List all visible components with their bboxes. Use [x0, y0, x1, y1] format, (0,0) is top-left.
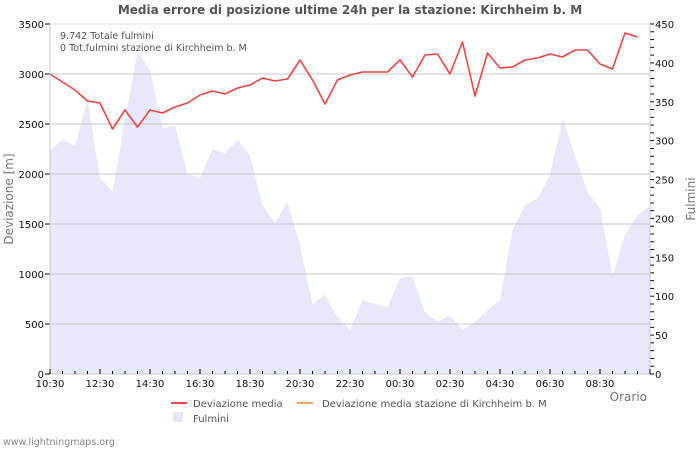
- svg-text:300: 300: [655, 137, 674, 148]
- svg-text:12:30: 12:30: [86, 379, 115, 390]
- right-axis-label: Fulmini: [684, 177, 698, 220]
- svg-text:3000: 3000: [19, 70, 44, 81]
- total-strikes-info: 9.742 Totale fulmini: [60, 31, 154, 42]
- svg-text:0: 0: [655, 370, 661, 381]
- lightning-area-series: [50, 52, 650, 374]
- svg-text:50: 50: [655, 331, 668, 342]
- svg-text:250: 250: [655, 176, 674, 187]
- svg-text:450: 450: [655, 20, 674, 31]
- svg-text:04:30: 04:30: [486, 379, 515, 390]
- legend-item-station-deviation[interactable]: Deviazione media stazione di Kirchheim b…: [297, 399, 547, 410]
- legend-label: Deviazione media stazione di Kirchheim b…: [322, 399, 547, 410]
- legend-label: Deviazione media: [193, 399, 283, 410]
- svg-text:00:30: 00:30: [386, 379, 415, 390]
- svg-text:22:30: 22:30: [336, 379, 365, 390]
- axes: 0 500 1000 1500 2000 2500 3000 3500 0 50 100 150 200…: [19, 20, 675, 390]
- legend-item-deviation[interactable]: Deviazione media: [171, 399, 283, 410]
- station-strikes-info: 0 Tot.fulmini stazione di Kirchheim b. M: [60, 43, 247, 54]
- svg-text:2500: 2500: [19, 120, 44, 131]
- svg-text:18:30: 18:30: [236, 379, 265, 390]
- legend-label: Fulmini: [193, 414, 229, 425]
- svg-text:200: 200: [655, 214, 674, 225]
- svg-text:350: 350: [655, 98, 674, 109]
- svg-text:08:30: 08:30: [586, 379, 615, 390]
- x-axis-label: Orario: [610, 390, 647, 404]
- svg-text:1000: 1000: [19, 270, 44, 281]
- svg-text:400: 400: [655, 59, 674, 70]
- svg-text:14:30: 14:30: [136, 379, 165, 390]
- legend: Deviazione media Deviazione media stazio…: [171, 399, 547, 425]
- svg-text:1500: 1500: [19, 220, 44, 231]
- svg-text:150: 150: [655, 253, 674, 264]
- svg-text:100: 100: [655, 292, 674, 303]
- svg-text:02:30: 02:30: [436, 379, 465, 390]
- svg-text:06:30: 06:30: [536, 379, 565, 390]
- left-axis-label: Deviazione [m]: [2, 153, 16, 244]
- svg-text:500: 500: [25, 320, 44, 331]
- svg-text:16:30: 16:30: [186, 379, 215, 390]
- svg-text:3500: 3500: [19, 20, 44, 31]
- chart-title: Media errore di posizione ultime 24h per…: [118, 3, 582, 17]
- deviation-line-series: [49, 32, 638, 130]
- footer-site-link[interactable]: www.lightningmaps.org: [3, 437, 115, 448]
- legend-area-swatch-icon: [173, 412, 183, 422]
- svg-text:10:30: 10:30: [36, 379, 65, 390]
- svg-text:20:30: 20:30: [286, 379, 315, 390]
- svg-text:2000: 2000: [19, 170, 44, 181]
- legend-item-lightning[interactable]: Fulmini: [173, 412, 229, 425]
- svg-text:0: 0: [38, 370, 44, 381]
